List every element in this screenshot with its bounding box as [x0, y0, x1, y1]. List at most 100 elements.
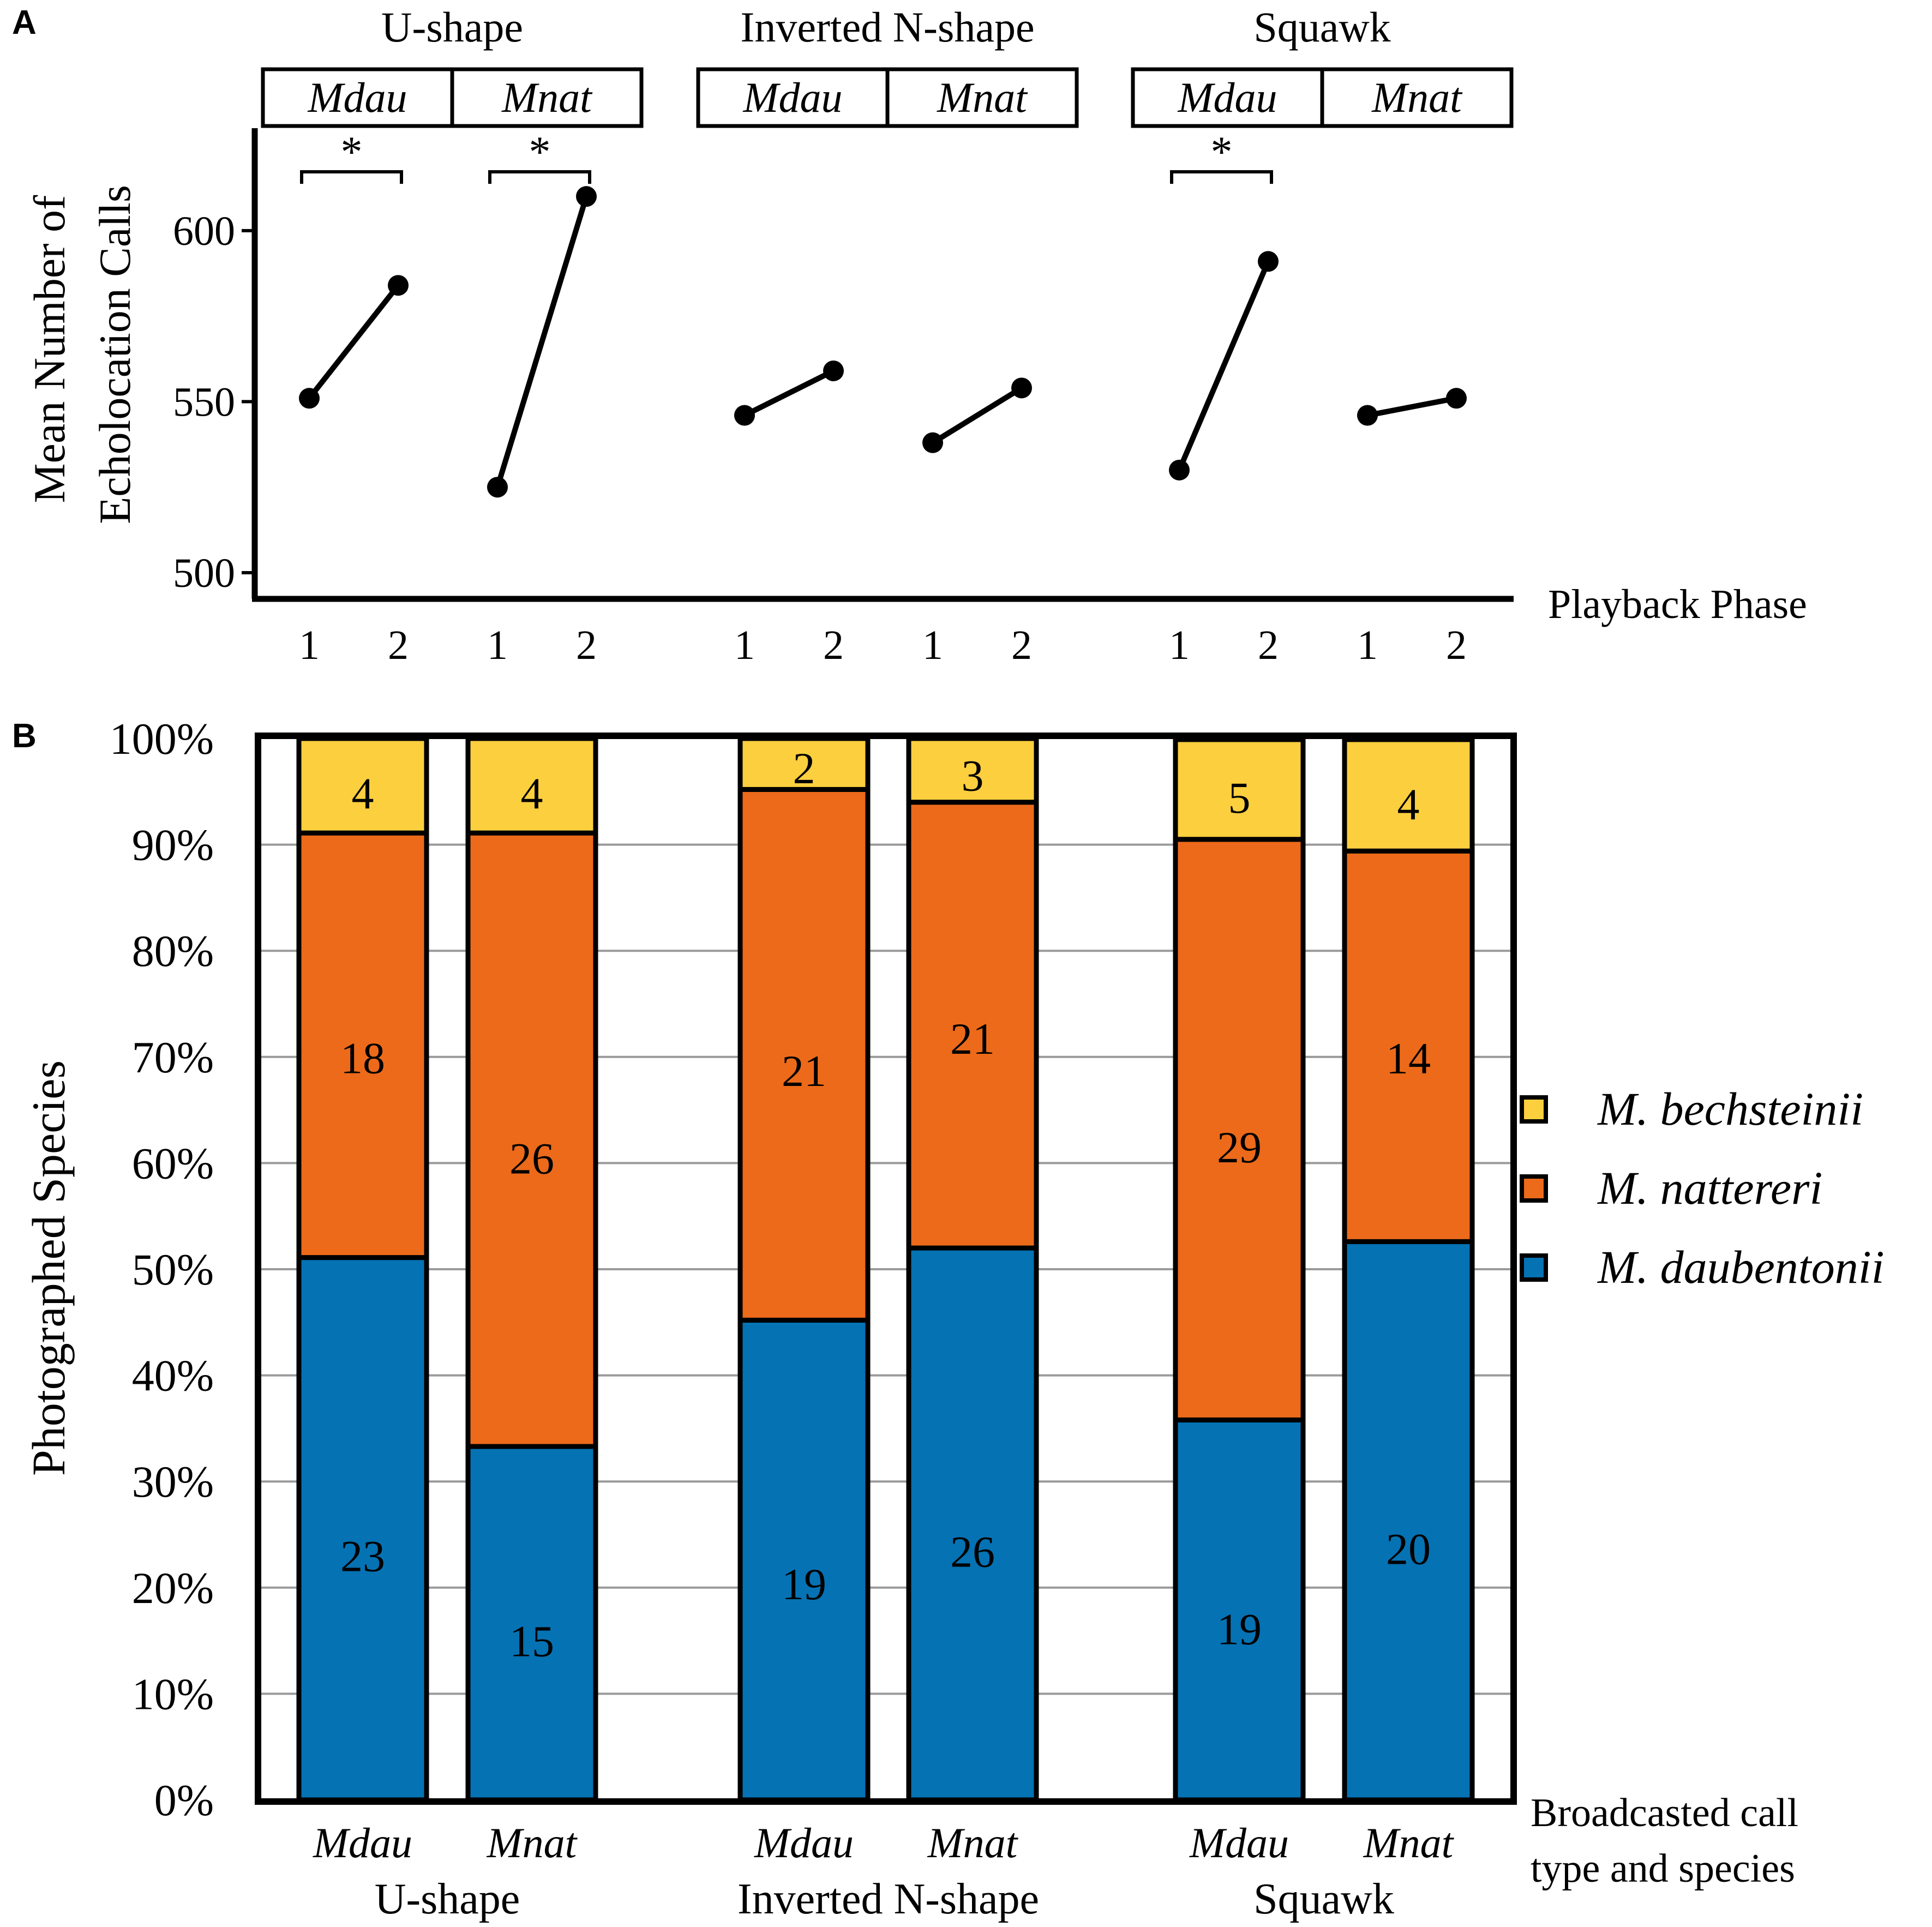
panel-b-legend-swatch-nattereri — [1520, 1174, 1548, 1203]
panel-a-u-shape-mdau-significance-bracket — [300, 170, 403, 184]
panel-a-inverted-n-shape-mnat-phase-label-1: 1 — [922, 622, 943, 668]
panel-b-x-category-squawk-mnat: Mnat — [1363, 1819, 1455, 1866]
panel-b-bar-u-shape-mnat-daubentonii-count-label: 15 — [509, 1616, 554, 1666]
panel-a-squawk-mnat-phase-label-1: 1 — [1357, 622, 1378, 668]
panel-b-y-tick-label-60: 60% — [132, 1138, 214, 1188]
panel-b-legend-label-daubentonii: M. daubentonii — [1597, 1241, 1885, 1293]
panel-a-header-u-shape: U-shape — [381, 3, 523, 51]
panel-a-species-box-inverted-n-shape-mnat — [885, 67, 1079, 128]
panel-a-y-tick-label-600: 600 — [173, 208, 235, 254]
panel-a-species-box-inverted-n-shape-mdau — [696, 67, 890, 128]
panel-a-u-shape-mnat-point-phase-2 — [576, 186, 597, 207]
panel-b-bar-inverted-n-shape-mnat-nattereri-segment — [906, 800, 1039, 1251]
panel-a-inverted-n-shape-mnat-point-phase-1 — [922, 432, 943, 453]
panel-b-y-tick-label-10: 10% — [132, 1669, 214, 1719]
panel-label-a: A — [12, 4, 37, 41]
panel-b-plot-frame — [255, 733, 1517, 1805]
panel-a-squawk-mdau-significance-marker: * — [1211, 128, 1233, 176]
panel-a-group-headers: U-shape Mdau Mnat Inverted N-shape Mdau Mnat S… — [261, 3, 1514, 128]
panel-a-species-label-squawk-mdau: Mdau — [1178, 74, 1277, 121]
panel-a-u-shape-mnat-significance-bracket — [488, 170, 591, 184]
panel-b-bar-u-shape-mnat-bechsteinii-count-label: 4 — [521, 769, 543, 818]
panel-a-u-shape-mdau-line — [307, 284, 400, 400]
panel-b-legend-swatch-daubentonii — [1520, 1253, 1548, 1282]
panel-b-y-tick-label-30: 30% — [132, 1457, 214, 1506]
panel-a-inverted-n-shape-mdau-point-phase-1 — [734, 405, 755, 426]
panel-a-squawk-mdau-point-phase-1 — [1169, 459, 1190, 481]
panel-b-bar-u-shape-mdau-bechsteinii-count-label: 4 — [352, 769, 374, 818]
panel-b-y-tick-label-100: 100% — [110, 714, 214, 764]
panel-b-stacked-bar-chart: Photographed Species Broadcasted call ty… — [22, 714, 1885, 1923]
panel-a-squawk-mnat-phase-label-2: 2 — [1446, 622, 1467, 668]
panel-a-squawk-mdau-phase-label-2: 2 — [1258, 622, 1279, 668]
panel-a-u-shape-mnat-phase-label-1: 1 — [487, 622, 508, 668]
panel-a-squawk-mdau-significance-bracket — [1170, 170, 1273, 184]
panel-b-bar-u-shape-mnat-nattereri-segment — [465, 830, 598, 1449]
panel-b-y-tick-label-0: 0% — [154, 1775, 214, 1825]
panel-a-u-shape-mdau-point-phase-1 — [299, 388, 320, 409]
panel-b-x-axis-title-line1: Broadcasted call — [1531, 1791, 1798, 1835]
panel-b-bar-u-shape-mnat-daubentonii-segment — [465, 1444, 598, 1803]
panel-b-x-category-u-shape-mnat: Mnat — [487, 1819, 578, 1866]
panel-a-squawk-mdau-line — [1177, 260, 1271, 471]
panel-label-b: B — [12, 717, 37, 755]
panel-a-squawk-mdau-point-phase-2 — [1258, 251, 1279, 272]
panel-b-y-tick-label-70: 70% — [132, 1032, 214, 1082]
panel-b-x-axis-title-line2: type and species — [1531, 1846, 1795, 1891]
panel-a-species-box-u-shape-mnat — [450, 67, 644, 128]
panel-a-species-label-inverted-n-shape-mdau: Mdau — [743, 74, 843, 121]
panel-b-bar-squawk-mnat-nattereri-segment — [1342, 848, 1475, 1244]
panel-a-u-shape-mnat-significance-marker: * — [529, 128, 551, 176]
panel-b-bar-inverted-n-shape-mdau-bechsteinii-count-label: 2 — [793, 743, 815, 793]
panel-b-x-group-u-shape: U-shape — [375, 1875, 520, 1923]
panel-b-y-tick-label-90: 90% — [132, 820, 214, 870]
panel-b-bar-u-shape-mnat-nattereri-count-label: 26 — [509, 1133, 554, 1183]
panel-b-x-group-inverted-n-shape: Inverted N-shape — [737, 1875, 1039, 1923]
panel-a-u-shape-mdau-phase-label-1: 1 — [299, 622, 320, 668]
panel-b-bar-squawk-mdau-bechsteinii-count-label: 5 — [1228, 773, 1251, 823]
panel-a-squawk-mnat-point-phase-2 — [1446, 388, 1467, 409]
panel-b-bar-inverted-n-shape-mnat-bechsteinii-count-label: 3 — [962, 751, 984, 801]
panel-b-x-category-inverted-n-shape-mnat: Mnat — [927, 1819, 1019, 1866]
panel-a-y-axis-title-line1: Mean Number of — [25, 195, 74, 503]
panel-b-bars: 23 18 4 15 26 4 19 21 2 26 21 3 19 29 5 20 14 4 — [296, 736, 1475, 1803]
panel-b-x-category-inverted-n-shape-mdau: Mdau — [754, 1819, 854, 1866]
panel-a-species-label-squawk-mnat: Mnat — [1371, 74, 1463, 121]
panel-b-bar-u-shape-mdau-daubentonii-segment — [296, 1255, 429, 1803]
panel-b-bar-inverted-n-shape-mdau-nattereri-count-label: 21 — [782, 1046, 826, 1096]
panel-b-y-tick-label-50: 50% — [132, 1245, 214, 1294]
panel-a-header-inverted-n-shape: Inverted N-shape — [740, 3, 1034, 51]
panel-a-inverted-n-shape-mdau-phase-label-2: 2 — [823, 622, 844, 668]
panel-b-x-category-squawk-mdau: Mdau — [1189, 1819, 1289, 1866]
panel-b-bar-squawk-mnat-bechsteinii-count-label: 4 — [1397, 779, 1420, 829]
panel-a-u-shape-mnat-line — [495, 195, 589, 488]
panel-b-bar-u-shape-mdau-daubentonii-count-label: 23 — [340, 1532, 385, 1581]
panel-b-legend-label-bechsteinii: M. bechsteinii — [1597, 1083, 1863, 1135]
panel-a-y-axis-title-line2: Echolocation Calls — [90, 185, 140, 524]
panel-b-y-axis-title: Photographed Species — [22, 1060, 75, 1476]
panel-a-y-tick-label-550: 550 — [173, 379, 235, 425]
panel-a-inverted-n-shape-mnat-line — [931, 386, 1023, 445]
panel-b-bar-inverted-n-shape-mnat-bechsteinii-segment — [906, 736, 1039, 805]
panel-b-frame — [255, 733, 1517, 1805]
panel-a-u-shape-mnat-phase-label-2: 2 — [576, 622, 597, 668]
panel-b-axis-labels: 0% 10% 20% 30% 40% 50% 60% 70% 80% 90% 100% Mdau Mna… — [110, 714, 1455, 1923]
panel-a-inverted-n-shape-mnat-point-phase-2 — [1011, 377, 1032, 399]
panel-a-species-box-squawk-mdau — [1131, 67, 1324, 128]
panel-b-bar-inverted-n-shape-mnat-daubentonii-segment — [906, 1245, 1039, 1803]
panel-a-y-tick-label-500: 500 — [173, 550, 235, 596]
panel-a-species-box-squawk-mnat — [1320, 67, 1514, 128]
panel-a-series: * * * — [299, 128, 1467, 498]
panel-b-legend-label-nattereri: M. nattereri — [1597, 1162, 1822, 1214]
panel-b-y-tick-label-80: 80% — [132, 926, 214, 976]
panel-a-species-label-u-shape-mnat: Mnat — [501, 74, 593, 121]
panel-b-bar-u-shape-mdau-nattereri-count-label: 18 — [340, 1034, 385, 1083]
panel-b-y-tick-label-20: 20% — [132, 1563, 214, 1613]
panel-b-bar-squawk-mdau-daubentonii-count-label: 19 — [1217, 1604, 1262, 1654]
panel-a-inverted-n-shape-mdau-point-phase-2 — [823, 360, 844, 381]
panel-a-u-shape-mnat-point-phase-1 — [487, 477, 508, 498]
panel-a-squawk-mdau-phase-label-1: 1 — [1169, 622, 1190, 668]
panel-b-bar-inverted-n-shape-mdau-daubentonii-segment — [737, 1317, 871, 1803]
panel-b-gridlines — [258, 843, 1514, 1695]
